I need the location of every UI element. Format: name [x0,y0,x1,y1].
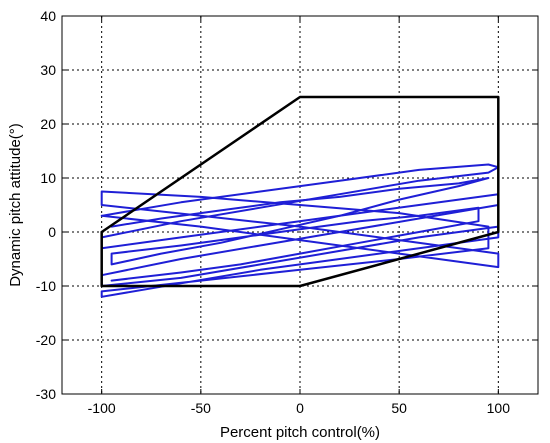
x-tick-label: -50 [191,400,211,416]
y-tick-label: -10 [36,278,56,294]
x-axis-title: Percent pitch control(%) [220,424,380,441]
y-axis-title: Dynamic pitch attitude(°) [7,123,24,287]
series-layer [100,95,500,298]
x-tick-label: 50 [391,400,407,416]
y-tick-label: -20 [36,332,56,348]
y-tick-label: 40 [40,8,56,24]
y-axis-ticks: -30 -20 -10 0 10 20 30 40 [36,8,538,402]
x-axis-ticks: -100 -50 0 50 100 [88,16,511,416]
y-tick-label: 30 [40,62,56,78]
y-tick-label: 10 [40,170,56,186]
x-tick-label: 0 [296,400,304,416]
x-tick-label: -100 [88,400,116,416]
y-tick-label: 0 [48,224,56,240]
response-series-line [110,177,490,282]
y-tick-label: -30 [36,386,56,402]
boundary-series-line [100,95,500,288]
x-tick-label: 100 [487,400,511,416]
y-tick-label: 20 [40,116,56,132]
